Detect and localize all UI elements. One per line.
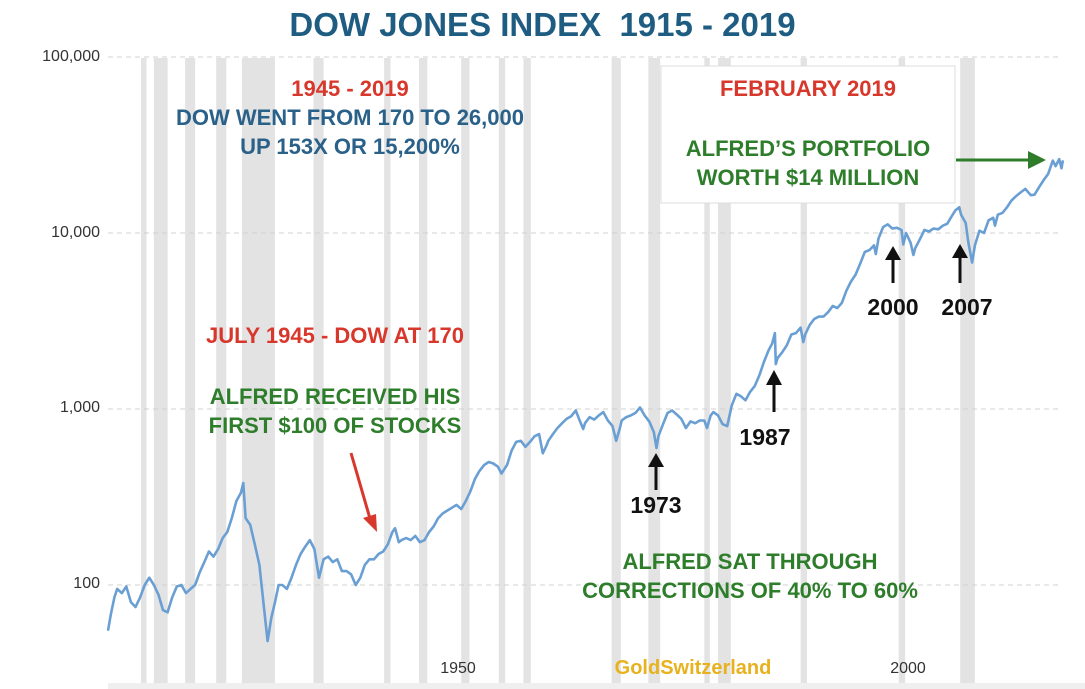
label-1987: 1987 xyxy=(739,424,791,450)
x-tick-1950: 1950 xyxy=(440,660,476,677)
arrow-2000-head xyxy=(885,246,901,260)
recession-band xyxy=(498,58,506,683)
bottom-strip xyxy=(108,683,1085,689)
corrections-line1: ALFRED SAT THROUGH xyxy=(622,549,878,574)
label-2007: 2007 xyxy=(941,294,993,320)
recession-band xyxy=(241,58,275,683)
period-label: 1945 - 2019 xyxy=(291,76,409,101)
arrow-2007-head xyxy=(952,244,968,258)
recession-band xyxy=(461,58,470,683)
recession-bands xyxy=(141,58,975,683)
red-arrow-head xyxy=(363,514,377,532)
arrow-1987-head xyxy=(766,370,782,385)
corrections-line2: CORRECTIONS OF 40% TO 60% xyxy=(582,578,918,603)
y-tick-100: 100 xyxy=(73,575,100,592)
chart-title: DOW JONES INDEX 1915 - 2019 xyxy=(289,6,796,43)
recession-band xyxy=(960,58,975,683)
recession-band xyxy=(419,58,428,683)
recession-band xyxy=(800,58,807,683)
recession-band xyxy=(185,58,196,683)
recession-band xyxy=(153,58,168,683)
feb-2019-label: FEBRUARY 2019 xyxy=(719,76,897,101)
goldswitzerland-watermark: GoldSwitzerland xyxy=(614,657,772,679)
recession-band xyxy=(611,58,621,683)
y-tick-1000: 1,000 xyxy=(59,399,100,416)
alfred-received-line1: ALFRED RECEIVED HIS xyxy=(209,384,461,409)
recession-band xyxy=(216,58,227,683)
feb-annotation-box xyxy=(660,65,956,204)
recession-band xyxy=(648,58,661,683)
recession-band xyxy=(718,58,731,683)
recession-band xyxy=(384,58,391,683)
x-tick-2000: 2000 xyxy=(890,660,926,677)
label-2000: 2000 xyxy=(867,294,919,320)
dow-series-line xyxy=(106,157,1065,643)
label-1973: 1973 xyxy=(630,492,682,518)
period-summary-line1: DOW WENT FROM 170 TO 26,000 xyxy=(175,105,524,130)
recession-band xyxy=(313,58,324,683)
recession-band xyxy=(523,58,531,683)
arrows xyxy=(349,151,1046,532)
july-1945-label: JULY 1945 - DOW AT 170 xyxy=(206,323,464,348)
recession-band xyxy=(898,58,906,683)
red-arrow xyxy=(349,452,373,523)
portfolio-line1: ALFRED’S PORTFOLIO xyxy=(685,136,931,161)
green-arrow-head xyxy=(1028,151,1046,169)
alfred-received-line2: FIRST $100 OF STOCKS xyxy=(208,413,462,438)
y-tick-10000: 10,000 xyxy=(51,224,100,241)
y-tick-100000: 100,000 xyxy=(42,48,100,65)
recession-band xyxy=(141,58,147,683)
arrow-1973-head xyxy=(648,453,664,467)
recession-band xyxy=(704,58,710,683)
period-summary-line2: UP 153X OR 15,200% xyxy=(240,134,460,159)
portfolio-line2: WORTH $14 MILLION xyxy=(696,165,920,190)
